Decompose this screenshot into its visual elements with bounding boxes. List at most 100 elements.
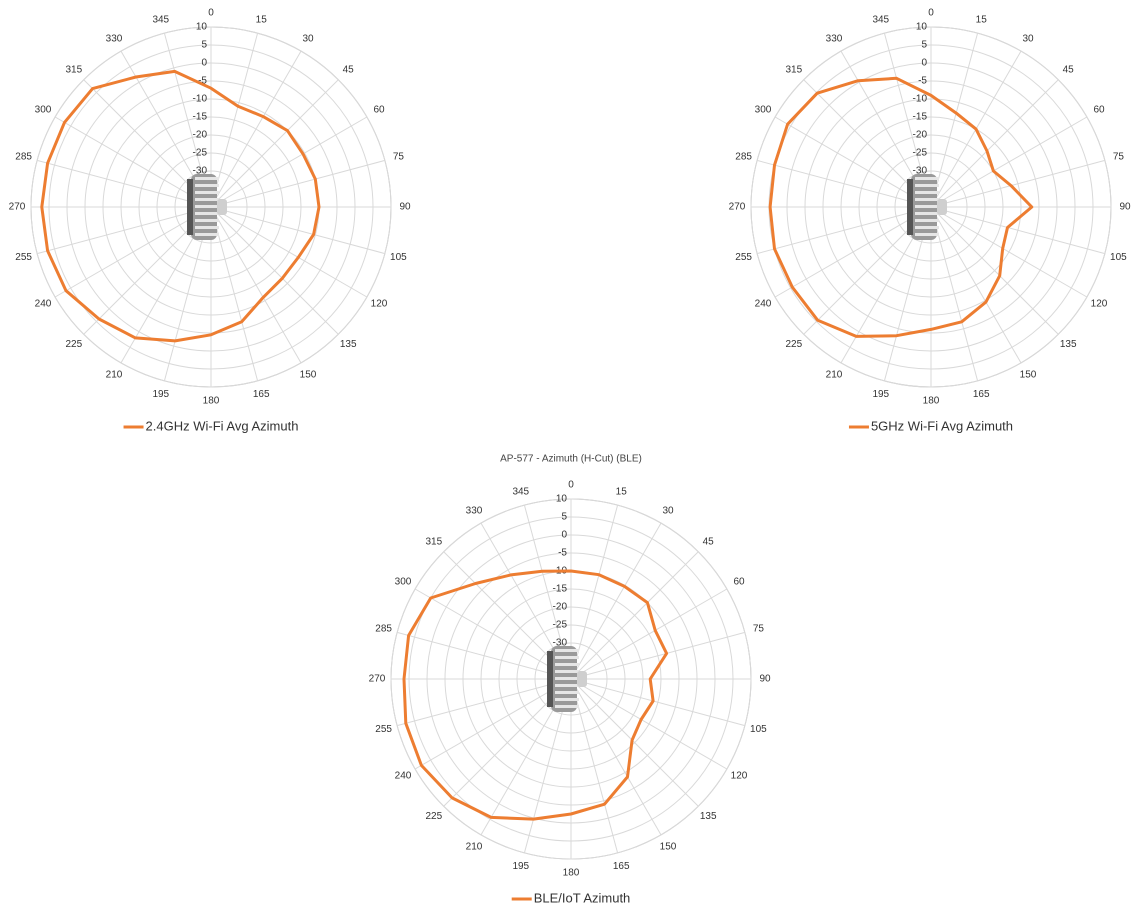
angle-label: 315 bbox=[425, 536, 442, 547]
angle-label: 105 bbox=[1110, 252, 1127, 263]
icon-fin bbox=[915, 233, 939, 236]
angle-label: 330 bbox=[826, 34, 843, 45]
r-tick-label: -10 bbox=[913, 94, 928, 105]
spoke bbox=[54, 206, 212, 298]
angle-label: 240 bbox=[755, 299, 772, 310]
icon-fin bbox=[195, 177, 219, 180]
angle-label: 300 bbox=[395, 577, 412, 588]
spoke bbox=[210, 206, 339, 335]
angle-label: 195 bbox=[152, 389, 169, 400]
angle-label: 150 bbox=[660, 842, 677, 853]
spoke bbox=[210, 116, 368, 208]
angle-label: 45 bbox=[343, 64, 355, 75]
legend: BLE/IoT Azimuth bbox=[511, 890, 631, 905]
angle-label: 330 bbox=[466, 506, 483, 517]
angle-label: 0 bbox=[568, 480, 574, 491]
icon-fin bbox=[555, 705, 579, 708]
r-tick-label: -5 bbox=[918, 76, 927, 87]
spoke bbox=[774, 116, 932, 208]
series-line bbox=[402, 569, 669, 821]
angle-label: 60 bbox=[1093, 105, 1105, 116]
icon-fin bbox=[195, 191, 219, 194]
legend-label: 2.4GHz Wi-Fi Avg Azimuth bbox=[146, 418, 299, 433]
angle-label: 285 bbox=[375, 623, 392, 634]
angle-label: 345 bbox=[152, 14, 169, 25]
icon-fin bbox=[555, 649, 579, 652]
angle-label: 210 bbox=[106, 370, 123, 381]
icon-fin bbox=[195, 198, 219, 201]
angle-label: 165 bbox=[253, 389, 270, 400]
spoke bbox=[570, 631, 745, 680]
spoke bbox=[930, 79, 1059, 208]
spoke bbox=[570, 588, 728, 680]
angle-label: 150 bbox=[1020, 370, 1037, 381]
icon-back bbox=[547, 651, 553, 707]
spoke bbox=[210, 79, 339, 208]
angle-label: 225 bbox=[785, 339, 802, 350]
icon-fin bbox=[915, 191, 939, 194]
angle-label: 225 bbox=[425, 811, 442, 822]
angle-label: 45 bbox=[703, 536, 715, 547]
angle-label: 120 bbox=[371, 299, 388, 310]
spoke bbox=[54, 116, 212, 208]
angle-label: 45 bbox=[1063, 64, 1075, 75]
spoke bbox=[774, 206, 932, 298]
r-tick-label: 10 bbox=[556, 494, 568, 505]
r-tick-label: -30 bbox=[913, 166, 928, 177]
angle-label: 60 bbox=[373, 105, 385, 116]
spoke bbox=[930, 159, 1105, 208]
angle-label: 15 bbox=[256, 14, 268, 25]
spoke bbox=[930, 206, 1088, 298]
antenna-icon bbox=[907, 174, 947, 240]
spoke bbox=[930, 206, 1022, 364]
r-tick-label: 5 bbox=[561, 512, 567, 523]
icon-fin bbox=[195, 226, 219, 229]
angle-label: 195 bbox=[872, 389, 889, 400]
angle-label: 270 bbox=[729, 202, 746, 213]
radar-chart: 0153045607590105120135150165180195210225… bbox=[369, 454, 771, 906]
icon-fin bbox=[555, 663, 579, 666]
r-tick-label: -15 bbox=[553, 584, 568, 595]
spoke bbox=[757, 206, 932, 255]
spoke bbox=[210, 159, 385, 208]
spoke bbox=[570, 678, 728, 770]
angle-label: 210 bbox=[466, 842, 483, 853]
r-tick-label: -5 bbox=[558, 548, 567, 559]
spoke bbox=[210, 206, 385, 255]
angle-label: 15 bbox=[616, 486, 628, 497]
spoke bbox=[414, 588, 572, 680]
angle-label: 300 bbox=[35, 105, 52, 116]
angle-label: 0 bbox=[928, 8, 934, 19]
angle-label: 345 bbox=[872, 14, 889, 25]
angle-label: 180 bbox=[563, 868, 580, 879]
angle-label: 0 bbox=[208, 8, 214, 19]
spoke bbox=[930, 33, 979, 208]
angle-label: 165 bbox=[613, 861, 630, 872]
spoke bbox=[414, 678, 572, 770]
icon-fin bbox=[915, 184, 939, 187]
spoke bbox=[570, 678, 662, 836]
spoke bbox=[397, 631, 572, 680]
legend-label: BLE/IoT Azimuth bbox=[534, 890, 631, 905]
angle-label: 270 bbox=[9, 202, 26, 213]
spoke bbox=[570, 522, 662, 680]
angle-label: 30 bbox=[662, 506, 674, 517]
spoke bbox=[210, 206, 302, 364]
spoke bbox=[570, 551, 699, 680]
r-tick-label: -30 bbox=[553, 638, 568, 649]
spoke bbox=[210, 50, 302, 208]
icon-fin bbox=[195, 219, 219, 222]
icon-cap bbox=[217, 199, 227, 215]
r-tick-label: 5 bbox=[201, 40, 207, 51]
icon-fin bbox=[195, 184, 219, 187]
angle-label: 315 bbox=[65, 64, 82, 75]
radar-chart: 0153045607590105120135150165180195210225… bbox=[729, 8, 1131, 434]
icon-fin bbox=[555, 698, 579, 701]
spoke bbox=[397, 678, 572, 727]
r-tick-label: -25 bbox=[553, 620, 568, 631]
icon-fin bbox=[195, 205, 219, 208]
spoke bbox=[757, 159, 932, 208]
r-tick-label: -30 bbox=[193, 166, 208, 177]
angle-label: 180 bbox=[923, 396, 940, 407]
angle-label: 345 bbox=[512, 486, 529, 497]
